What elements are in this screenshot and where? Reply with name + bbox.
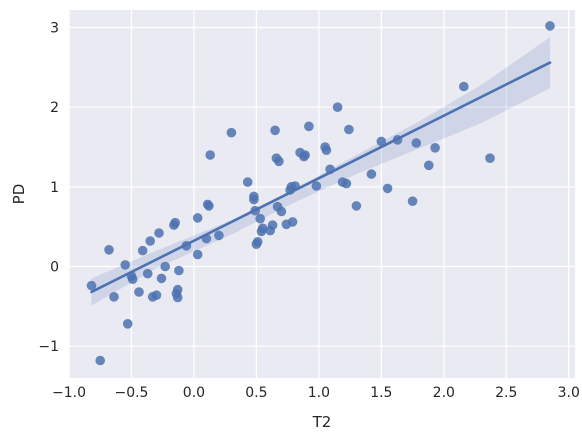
x-tick-label: 2.5 bbox=[495, 385, 517, 401]
data-point bbox=[205, 150, 215, 160]
data-point bbox=[257, 223, 268, 234]
x-tick-label: 1.5 bbox=[370, 385, 392, 401]
data-point bbox=[276, 206, 287, 217]
data-point bbox=[109, 292, 119, 302]
x-tick-label: 0.5 bbox=[245, 385, 267, 401]
data-point bbox=[344, 124, 354, 135]
data-point bbox=[287, 217, 298, 227]
data-point bbox=[424, 160, 434, 171]
data-point bbox=[341, 178, 352, 189]
data-point bbox=[214, 230, 224, 241]
data-point bbox=[459, 81, 469, 92]
data-point bbox=[127, 274, 138, 285]
data-point bbox=[351, 201, 362, 211]
data-point bbox=[160, 261, 170, 272]
data-point bbox=[485, 153, 495, 163]
data-point bbox=[242, 177, 253, 187]
data-point bbox=[122, 319, 133, 329]
data-point bbox=[274, 156, 284, 167]
data-point bbox=[120, 260, 130, 270]
data-point bbox=[134, 287, 144, 297]
data-point bbox=[192, 249, 203, 260]
tick-labels: −1.0 −0.5 0.0 0.5 1.0 1.5 2.0 2.5 3.0 −1 0 1 2 3 bbox=[38, 21, 580, 401]
data-point bbox=[172, 284, 183, 295]
data-point bbox=[366, 169, 377, 179]
data-point bbox=[270, 125, 280, 136]
y-tick-label: 3 bbox=[50, 21, 59, 37]
x-axis-label: T2 bbox=[312, 413, 332, 431]
y-tick-label: 1 bbox=[50, 180, 59, 196]
y-tick-label: 2 bbox=[50, 100, 59, 116]
grid-lines bbox=[68, 10, 575, 378]
data-point bbox=[255, 213, 265, 224]
y-axis-label: PD bbox=[10, 184, 28, 205]
data-point bbox=[192, 213, 203, 223]
data-point bbox=[267, 220, 278, 230]
data-point bbox=[142, 268, 153, 279]
data-point bbox=[411, 138, 422, 148]
data-point bbox=[311, 181, 322, 191]
regression-line-group bbox=[90, 61, 552, 294]
data-point bbox=[204, 201, 214, 211]
y-tick-label: −1 bbox=[38, 339, 59, 355]
data-point bbox=[226, 127, 237, 138]
data-point bbox=[95, 355, 105, 366]
x-tick-label: 2.0 bbox=[433, 385, 455, 401]
data-point bbox=[249, 191, 259, 202]
x-tick-label: −1.0 bbox=[52, 385, 86, 401]
data-point bbox=[151, 290, 162, 301]
x-tick-label: −0.5 bbox=[114, 385, 148, 401]
data-point bbox=[300, 150, 310, 160]
data-point bbox=[332, 102, 343, 112]
regression-line bbox=[90, 61, 552, 294]
data-point bbox=[376, 136, 387, 147]
data-point bbox=[382, 183, 393, 194]
data-point bbox=[86, 280, 97, 291]
data-point bbox=[156, 273, 167, 284]
data-point bbox=[137, 245, 148, 256]
data-point bbox=[174, 265, 184, 276]
y-tick-label: 0 bbox=[50, 259, 59, 275]
x-tick-label: 0.0 bbox=[183, 385, 205, 401]
data-point bbox=[104, 245, 114, 255]
data-points bbox=[86, 21, 555, 366]
data-point bbox=[154, 228, 164, 238]
data-point bbox=[304, 121, 314, 132]
data-point bbox=[545, 21, 555, 31]
data-point bbox=[170, 217, 180, 228]
data-point bbox=[252, 237, 263, 247]
data-point bbox=[407, 196, 418, 206]
plot-area bbox=[69, 10, 575, 378]
data-point bbox=[145, 236, 155, 246]
data-point bbox=[321, 145, 332, 155]
data-point bbox=[430, 143, 440, 153]
x-tick-label: 1.0 bbox=[308, 385, 330, 401]
data-point bbox=[172, 292, 183, 303]
x-tick-label: 3.0 bbox=[558, 385, 580, 401]
